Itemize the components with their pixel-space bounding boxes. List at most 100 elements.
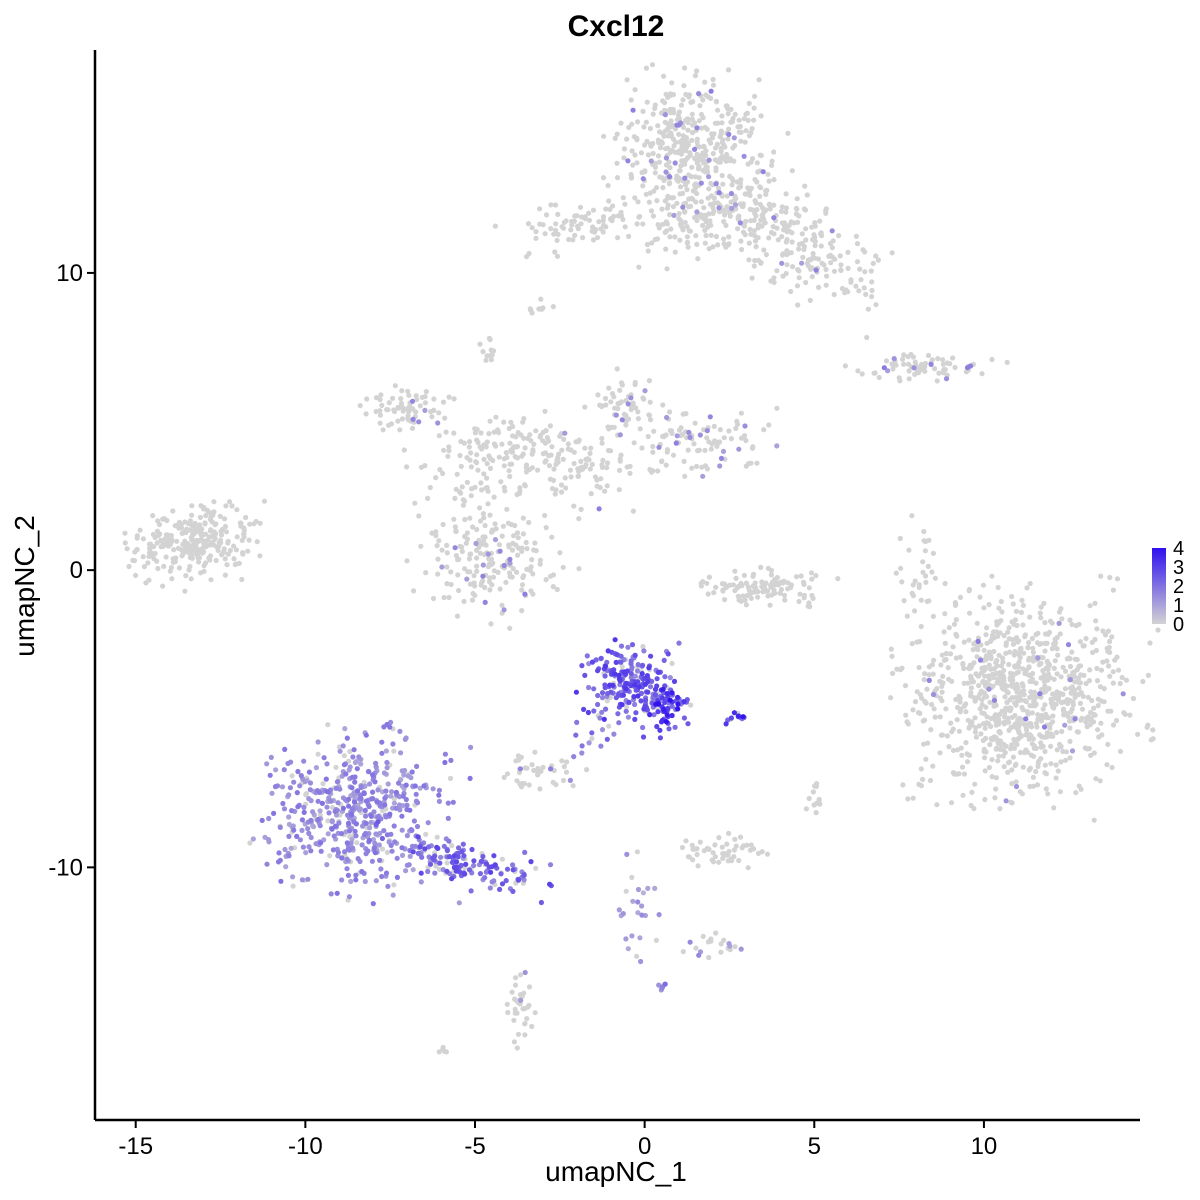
cell-point	[561, 764, 567, 770]
cell-point	[727, 213, 733, 219]
cell-point	[468, 450, 474, 456]
cell-point	[487, 465, 494, 471]
cell-point	[663, 162, 670, 168]
cell-point	[1045, 791, 1051, 797]
cell-point	[509, 989, 515, 995]
cell-point	[223, 529, 230, 535]
cell-point	[632, 152, 638, 158]
cell-point	[524, 546, 530, 552]
cell-point	[595, 692, 601, 699]
cell-point	[579, 750, 585, 756]
cell-point	[713, 233, 720, 240]
cell-point	[719, 113, 725, 119]
cell-point	[734, 418, 740, 424]
cell-point	[911, 365, 917, 371]
cell-point	[1042, 748, 1048, 755]
cell-point	[751, 263, 757, 269]
cell-point	[1030, 649, 1036, 656]
cell-point	[307, 780, 314, 786]
cell-point	[568, 474, 574, 480]
cell-point	[273, 767, 279, 773]
cell-point	[676, 148, 682, 154]
cell-point	[457, 452, 463, 459]
cell-point	[430, 786, 436, 792]
cell-point	[771, 149, 777, 155]
cell-point	[378, 392, 384, 398]
cell-point	[968, 685, 975, 691]
cell-point	[1117, 680, 1123, 687]
cell-point	[208, 577, 214, 583]
cell-point	[300, 844, 306, 850]
cell-point	[1065, 714, 1071, 720]
cell-point	[1007, 705, 1013, 711]
cell-point	[505, 1009, 511, 1016]
cell-point	[1004, 699, 1010, 706]
cell-point	[1097, 778, 1103, 784]
x-tick-label: 0	[638, 1133, 651, 1160]
cell-point	[807, 297, 813, 303]
cell-point	[681, 83, 687, 89]
cell-point	[289, 773, 295, 779]
cell-point	[710, 82, 717, 88]
cell-point	[588, 491, 594, 497]
cell-point	[453, 528, 459, 534]
cell-point	[265, 837, 272, 843]
cell-point	[524, 765, 530, 771]
cell-point	[757, 201, 763, 208]
cell-point	[640, 662, 646, 669]
cell-point	[830, 238, 836, 244]
cell-point	[467, 457, 473, 463]
cell-point	[1016, 651, 1022, 657]
cell-point	[608, 689, 614, 695]
cell-point	[640, 221, 646, 227]
cell-point	[1067, 755, 1073, 761]
cell-point	[994, 714, 1000, 721]
cell-point	[730, 145, 736, 151]
cell-point	[1027, 678, 1033, 685]
cell-point	[763, 191, 769, 197]
cell-point	[305, 876, 311, 882]
cell-point	[586, 217, 593, 223]
cell-point	[993, 702, 999, 708]
cell-point	[341, 753, 347, 759]
cell-point	[209, 519, 215, 525]
cell-point	[608, 399, 614, 405]
cell-point	[771, 177, 777, 183]
cell-point	[1052, 640, 1058, 646]
cell-point	[388, 842, 394, 849]
cell-point	[403, 868, 409, 874]
cell-point	[393, 789, 399, 795]
cell-point	[992, 795, 998, 801]
cell-point	[457, 543, 463, 550]
cell-point	[665, 193, 671, 199]
cell-point	[531, 441, 537, 447]
cell-point	[701, 160, 707, 166]
cell-point	[379, 402, 385, 408]
cell-point	[637, 426, 643, 432]
cell-point	[689, 465, 695, 471]
cell-point	[423, 831, 429, 837]
cell-point	[677, 168, 683, 174]
cell-point	[238, 523, 244, 529]
cell-point	[617, 456, 623, 462]
cell-point	[602, 682, 608, 688]
cell-point	[917, 639, 923, 645]
cell-point	[140, 554, 146, 560]
cell-point	[1101, 699, 1107, 705]
cell-point	[964, 365, 971, 371]
cell-point	[1035, 760, 1041, 766]
cell-point	[327, 853, 333, 859]
cell-point	[1030, 774, 1036, 780]
cell-point	[538, 296, 544, 302]
cell-point	[413, 791, 419, 797]
cell-point	[684, 140, 691, 146]
cell-point	[731, 710, 738, 716]
cell-point	[721, 218, 727, 225]
cell-point	[1012, 721, 1018, 727]
cell-point	[485, 551, 491, 557]
cell-point	[722, 212, 728, 218]
cell-point	[466, 444, 472, 450]
cell-point	[526, 466, 533, 473]
cell-point	[325, 818, 331, 824]
cell-point	[376, 842, 382, 848]
